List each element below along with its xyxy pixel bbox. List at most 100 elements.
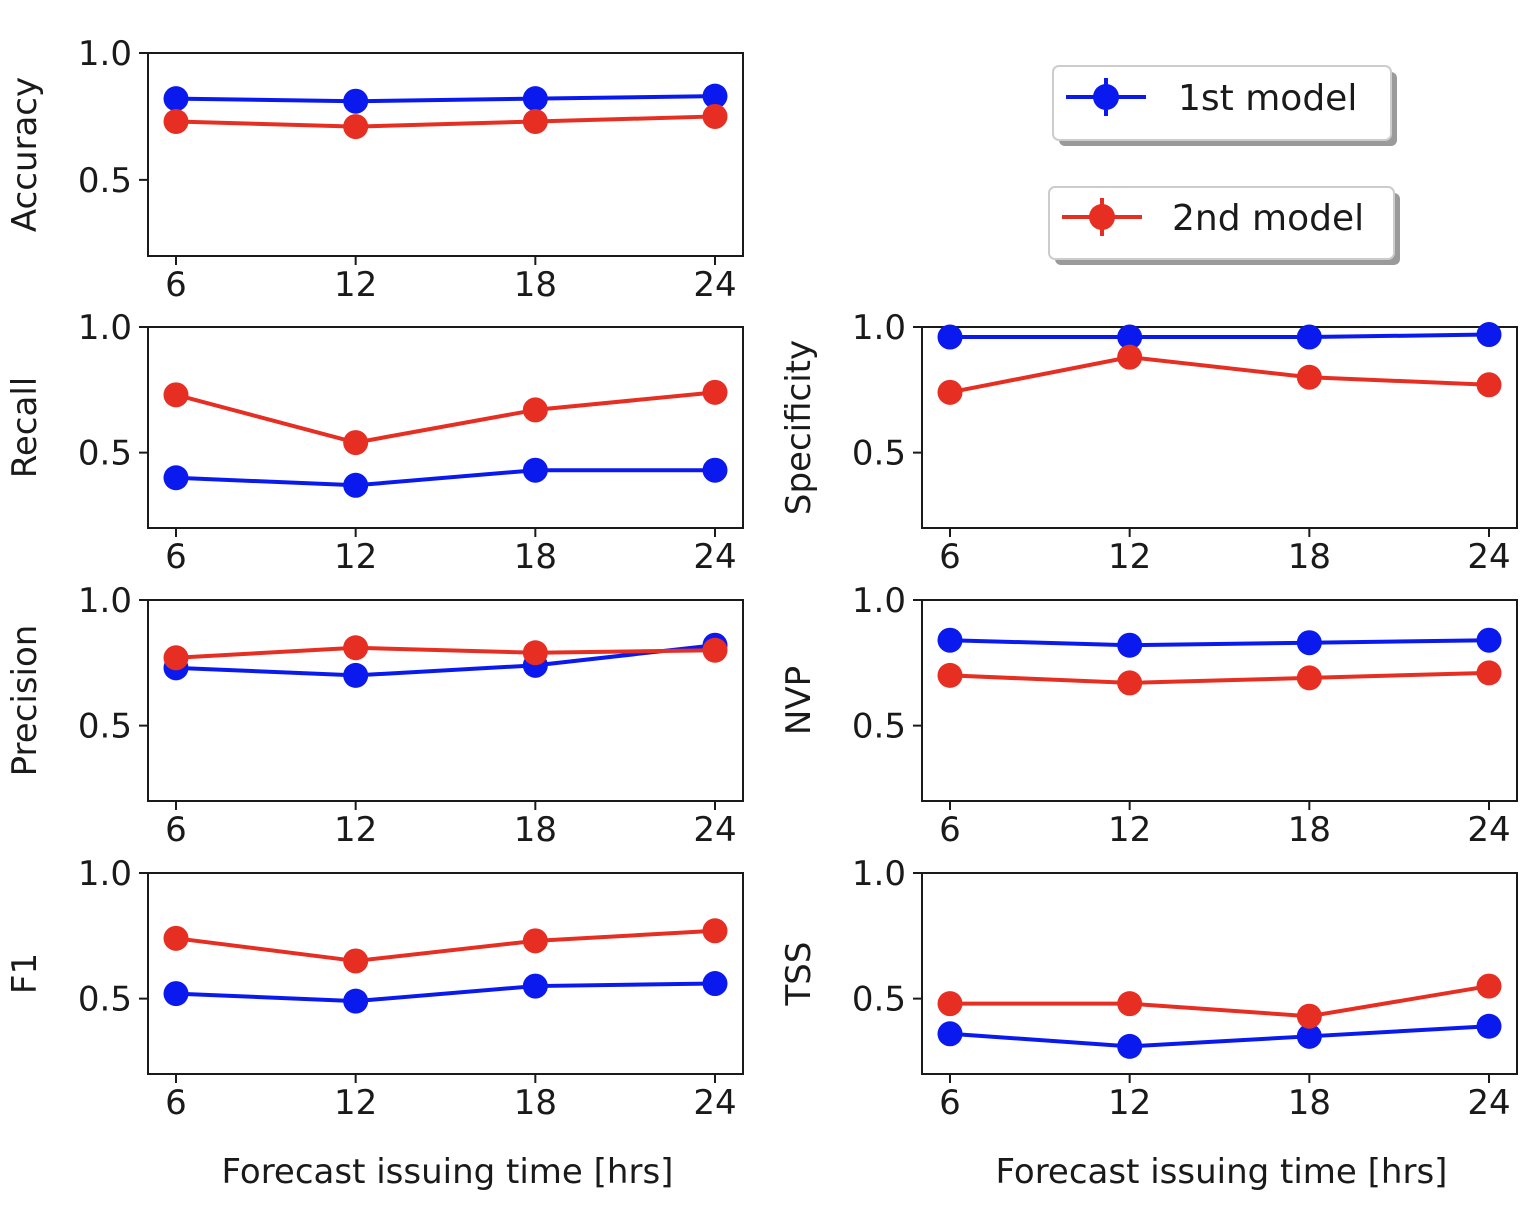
y-tick-label: 1.0 [852,581,906,621]
series-line-1st-model [175,981,716,1004]
panel-recall: 6 12 18 24 0.5 1.0 Recall [5,308,744,577]
data-point-1st-model [1296,630,1322,656]
x-tick-label: 6 [939,1083,961,1123]
data-point-1st-model [1296,1023,1322,1049]
y-tick-label: 1.0 [78,581,132,621]
x-tick-label: 18 [1288,810,1331,850]
y-axis-title: Precision [5,625,45,777]
x-axis-title: Forecast issuing time [hrs] [996,1152,1448,1192]
x-tick-label: 18 [514,1083,557,1123]
y-tick-label: 1.0 [78,34,132,74]
series-line-2nd-model [175,114,716,129]
x-tick-label: 12 [1108,537,1151,577]
x-tick-label: 6 [165,265,187,305]
y-tick-label: 0.5 [78,980,132,1020]
data-point-1st-model [343,662,369,688]
panel-tss: 6 12 18 24 0.5 1.0 TSS Forecast issuing time [h… [779,854,1518,1192]
x-tick-label: 6 [165,810,187,850]
data-point-2nd-model [163,109,189,135]
data-point-1st-model [522,457,548,483]
plot-frame [921,599,1518,802]
legend-label-1st-model: 1st model [1178,78,1357,119]
series-line-1st-model [175,94,716,104]
plot-frame [921,326,1518,529]
data-point-2nd-model [937,991,963,1017]
data-point-1st-model [1117,632,1143,658]
x-tick-label: 12 [334,265,377,305]
data-point-2nd-model [1296,665,1322,691]
data-point-1st-model [343,988,369,1014]
data-point-2nd-model [1117,991,1143,1017]
x-tick-label: 6 [939,537,961,577]
data-point-2nd-model [1117,344,1143,370]
x-tick-label: 18 [1288,537,1331,577]
series-line-2nd-model [175,390,716,445]
data-point-2nd-model [1117,670,1143,696]
x-tick-label: 24 [693,810,736,850]
data-point-1st-model [1117,324,1143,350]
x-tick-label: 24 [693,265,736,305]
data-point-1st-model [702,83,728,109]
data-point-2nd-model [937,662,963,688]
data-point-2nd-model [522,640,548,666]
data-point-2nd-model [343,430,369,456]
y-axis-title: Accuracy [5,77,45,232]
plot-frame [147,599,744,802]
data-point-1st-model [937,324,963,350]
legend-marker-2nd-model [1089,204,1115,230]
data-point-2nd-model [343,948,369,974]
y-tick-label: 0.5 [78,434,132,474]
series-line-1st-model [949,1024,1490,1049]
x-tick-label: 18 [1288,1083,1331,1123]
data-point-1st-model [1476,322,1502,348]
data-point-2nd-model [163,645,189,671]
y-tick-label: 0.5 [78,161,132,201]
data-point-1st-model [1117,1033,1143,1059]
series-line-1st-model [949,638,1490,648]
legend-entry-2nd-model: 2nd model [1048,186,1400,265]
data-point-1st-model [1476,1013,1502,1039]
data-point-2nd-model [1476,372,1502,398]
y-tick-label: 0.5 [852,707,906,747]
y-tick-label: 0.5 [852,980,906,1020]
y-axis-title: TSS [779,942,819,1007]
data-point-1st-model [702,457,728,483]
data-point-2nd-model [702,103,728,129]
data-point-2nd-model [343,114,369,140]
data-point-1st-model [343,88,369,114]
plot-frame [147,52,744,257]
data-point-2nd-model [1296,364,1322,390]
x-tick-label: 12 [334,1083,377,1123]
data-point-2nd-model [163,925,189,951]
data-point-2nd-model [702,637,728,663]
data-point-1st-model [937,1021,963,1047]
data-point-2nd-model [702,379,728,405]
data-point-2nd-model [343,635,369,661]
data-point-2nd-model [522,109,548,135]
x-tick-label: 24 [1467,810,1510,850]
panel-precision: 6 12 18 24 0.5 1.0 Precision [5,581,744,850]
data-point-2nd-model [1476,660,1502,686]
x-tick-label: 6 [939,810,961,850]
panel-specificity: 6 12 18 24 0.5 1.0 Specificity [779,308,1518,577]
legend-entry-1st-model: 1st model [1052,65,1397,146]
x-tick-label: 18 [514,810,557,850]
x-tick-label: 24 [1467,537,1510,577]
data-point-1st-model [702,971,728,997]
y-axis-title: NVP [779,666,819,735]
data-point-1st-model [1296,324,1322,350]
x-axis-title: Forecast issuing time [hrs] [222,1152,674,1192]
y-tick-label: 1.0 [852,308,906,348]
series-line-2nd-model [175,928,716,963]
data-point-1st-model [163,86,189,112]
series-line-1st-model [175,643,716,678]
x-tick-label: 6 [165,1083,187,1123]
panel-f1: 6 12 18 24 0.5 1.0 F1 Forecast issuing time [hr… [5,854,744,1192]
data-point-2nd-model [163,382,189,408]
data-point-1st-model [343,472,369,498]
data-point-2nd-model [937,379,963,405]
x-tick-label: 24 [693,1083,736,1123]
panel-accuracy: 6 12 18 24 0.5 1.0 Accuracy [5,34,744,305]
series-line-1st-model [950,332,1490,340]
y-tick-label: 0.5 [78,707,132,747]
